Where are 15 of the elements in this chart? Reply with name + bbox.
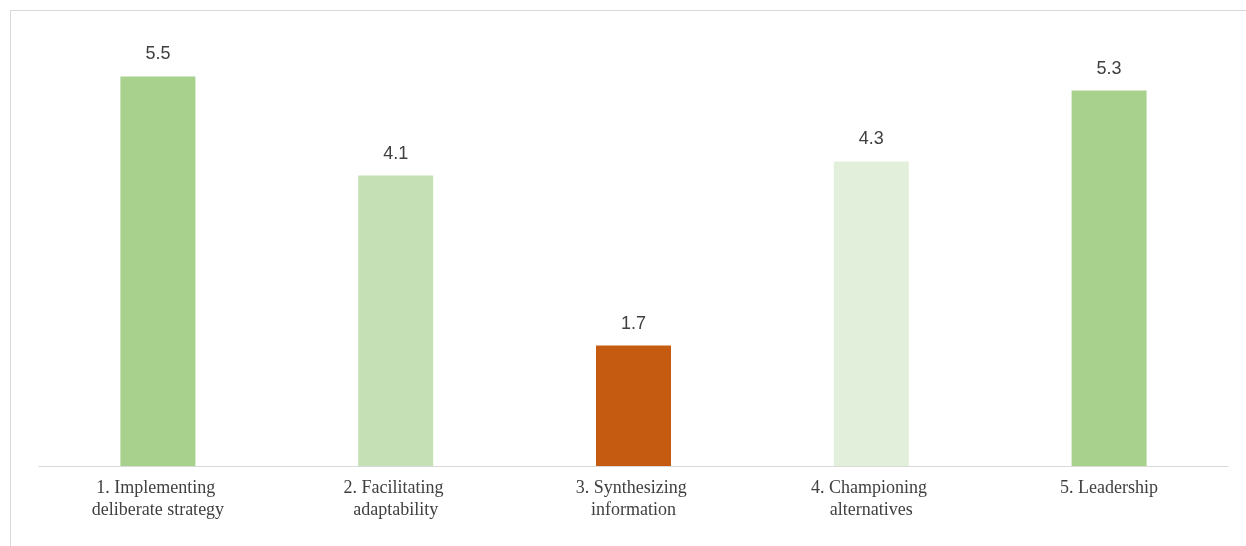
- data-label: 4.1: [383, 142, 409, 163]
- x-tick-label: 4. Championing alternatives: [811, 477, 932, 519]
- bar: [596, 345, 671, 466]
- data-label: 1.7: [620, 312, 647, 333]
- bar: [120, 76, 196, 466]
- bar: [358, 175, 434, 466]
- x-tick-label: 5. Leadership: [1060, 477, 1159, 497]
- x-tick-label: 1. Implementing deliberate strategy: [91, 477, 225, 519]
- x-tick-label: 3. Synthesizing information: [575, 477, 692, 519]
- bar: [833, 161, 909, 466]
- data-label: 5.5: [145, 43, 171, 64]
- x-tick-label: 2. Facilitating adaptability: [343, 477, 448, 519]
- data-label: 4.3: [858, 128, 884, 149]
- data-label: 5.3: [1096, 57, 1122, 78]
- bar: [1071, 90, 1147, 466]
